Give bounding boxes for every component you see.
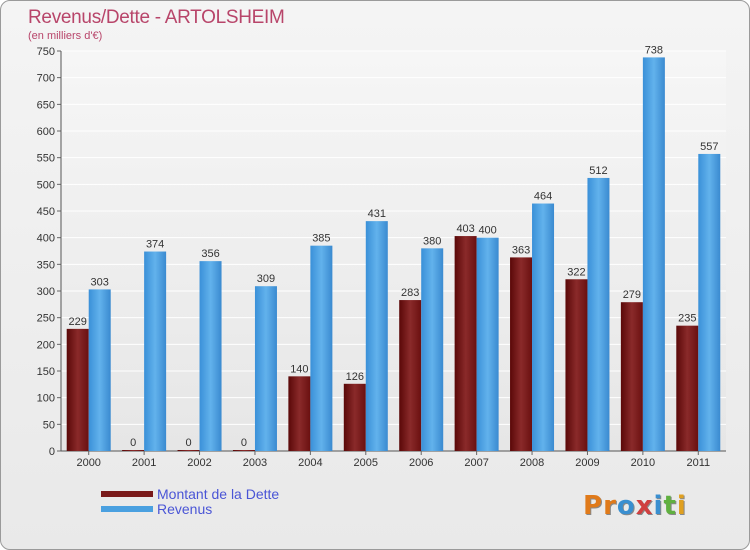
data-label-revenus: 303	[91, 276, 109, 288]
x-tick-label: 2008	[520, 457, 544, 469]
data-label-dette: 403	[456, 223, 474, 235]
bar-dette	[510, 257, 533, 451]
bar-revenus	[88, 289, 111, 451]
logo-letter: r	[603, 491, 617, 521]
data-label-revenus: 309	[257, 273, 275, 285]
data-label-dette: 0	[185, 437, 191, 449]
y-tick-label: 500	[37, 179, 55, 191]
data-label-revenus: 738	[645, 44, 663, 56]
data-label-dette: 229	[69, 316, 87, 328]
x-tick-label: 2005	[354, 457, 378, 469]
x-tick-label: 2006	[409, 457, 433, 469]
x-tick-label: 2009	[575, 457, 599, 469]
y-tick-label: 650	[37, 99, 55, 111]
chart-subtitle: (en milliers d'€)	[28, 30, 103, 42]
logo-letter: P	[583, 491, 604, 521]
data-label-dette: 322	[567, 266, 585, 278]
data-label-dette: 0	[241, 437, 247, 449]
data-label-revenus: 385	[312, 233, 330, 245]
data-label-dette: 0	[130, 437, 136, 449]
bar-dette	[399, 300, 422, 451]
logo-letter: i	[653, 491, 664, 521]
data-label-revenus: 431	[368, 208, 386, 220]
data-label-dette: 126	[346, 371, 364, 383]
bar-revenus	[199, 261, 222, 451]
bar-revenus	[310, 245, 333, 451]
bar-dette	[343, 383, 366, 451]
data-label-dette: 283	[401, 287, 419, 299]
x-tick-label: 2002	[187, 457, 211, 469]
y-tick-label: 550	[37, 153, 55, 165]
data-label-revenus: 356	[201, 248, 219, 260]
x-tick-label: 2004	[298, 457, 322, 469]
x-tick-label: 2007	[464, 457, 488, 469]
logo-letter: t	[663, 491, 677, 521]
y-tick-label: 600	[37, 126, 55, 138]
data-label-revenus: 512	[589, 165, 607, 177]
bar-revenus	[532, 203, 555, 451]
data-label-revenus: 400	[478, 225, 496, 237]
legend-swatch-dette	[101, 491, 153, 497]
bar-dette	[122, 450, 145, 451]
x-tick-label: 2003	[243, 457, 267, 469]
y-tick-label: 50	[43, 419, 55, 431]
bar-dette	[288, 376, 311, 451]
bar-dette	[454, 236, 477, 451]
data-label-dette: 140	[290, 363, 308, 375]
bar-dette	[565, 279, 588, 451]
x-tick-label: 2011	[686, 457, 710, 469]
y-tick-label: 450	[37, 206, 55, 218]
bar-revenus	[421, 248, 444, 451]
y-tick-label: 700	[37, 73, 55, 85]
bar-dette	[177, 450, 200, 451]
y-tick-label: 150	[37, 366, 55, 378]
legend-label-dette: Montant de la Dette	[157, 486, 280, 502]
y-tick-label: 350	[37, 259, 55, 271]
proxiti-logo: Proxiti	[583, 491, 687, 521]
chart-title: Revenus/Dette - ARTOLSHEIM	[28, 7, 285, 28]
logo-letter: x	[635, 491, 654, 521]
y-tick-label: 250	[37, 313, 55, 325]
y-tick-label: 0	[49, 446, 55, 458]
data-label-revenus: 374	[146, 239, 164, 251]
bar-dette	[66, 328, 89, 451]
data-label-revenus: 557	[700, 141, 718, 153]
x-tick-label: 2000	[76, 457, 100, 469]
legend-label-revenus: Revenus	[157, 501, 213, 517]
y-tick-label: 100	[37, 393, 55, 405]
x-tick-label: 2001	[132, 457, 156, 469]
bar-revenus	[254, 286, 277, 451]
bar-revenus	[642, 57, 665, 452]
data-label-dette: 279	[623, 289, 641, 301]
bar-revenus	[144, 251, 167, 451]
y-tick-label: 400	[37, 233, 55, 245]
y-tick-label: 200	[37, 339, 55, 351]
bar-dette	[620, 302, 643, 451]
logo-letter: i	[676, 491, 687, 521]
legend-swatch-revenus	[101, 506, 153, 512]
x-tick-label: 2010	[631, 457, 655, 469]
bar-revenus	[476, 237, 499, 451]
data-label-revenus: 380	[423, 235, 441, 247]
data-label-dette: 235	[678, 313, 696, 325]
bar-revenus	[365, 221, 388, 451]
y-tick-label: 750	[37, 46, 55, 58]
bar-dette	[676, 325, 699, 451]
data-label-revenus: 464	[534, 191, 552, 203]
bar-dette	[232, 450, 255, 451]
data-label-dette: 363	[512, 244, 530, 256]
y-tick-label: 300	[37, 286, 55, 298]
bar-revenus	[698, 153, 721, 451]
plot-area	[61, 51, 726, 451]
logo-letter: o	[616, 491, 636, 521]
bar-revenus	[587, 177, 610, 451]
